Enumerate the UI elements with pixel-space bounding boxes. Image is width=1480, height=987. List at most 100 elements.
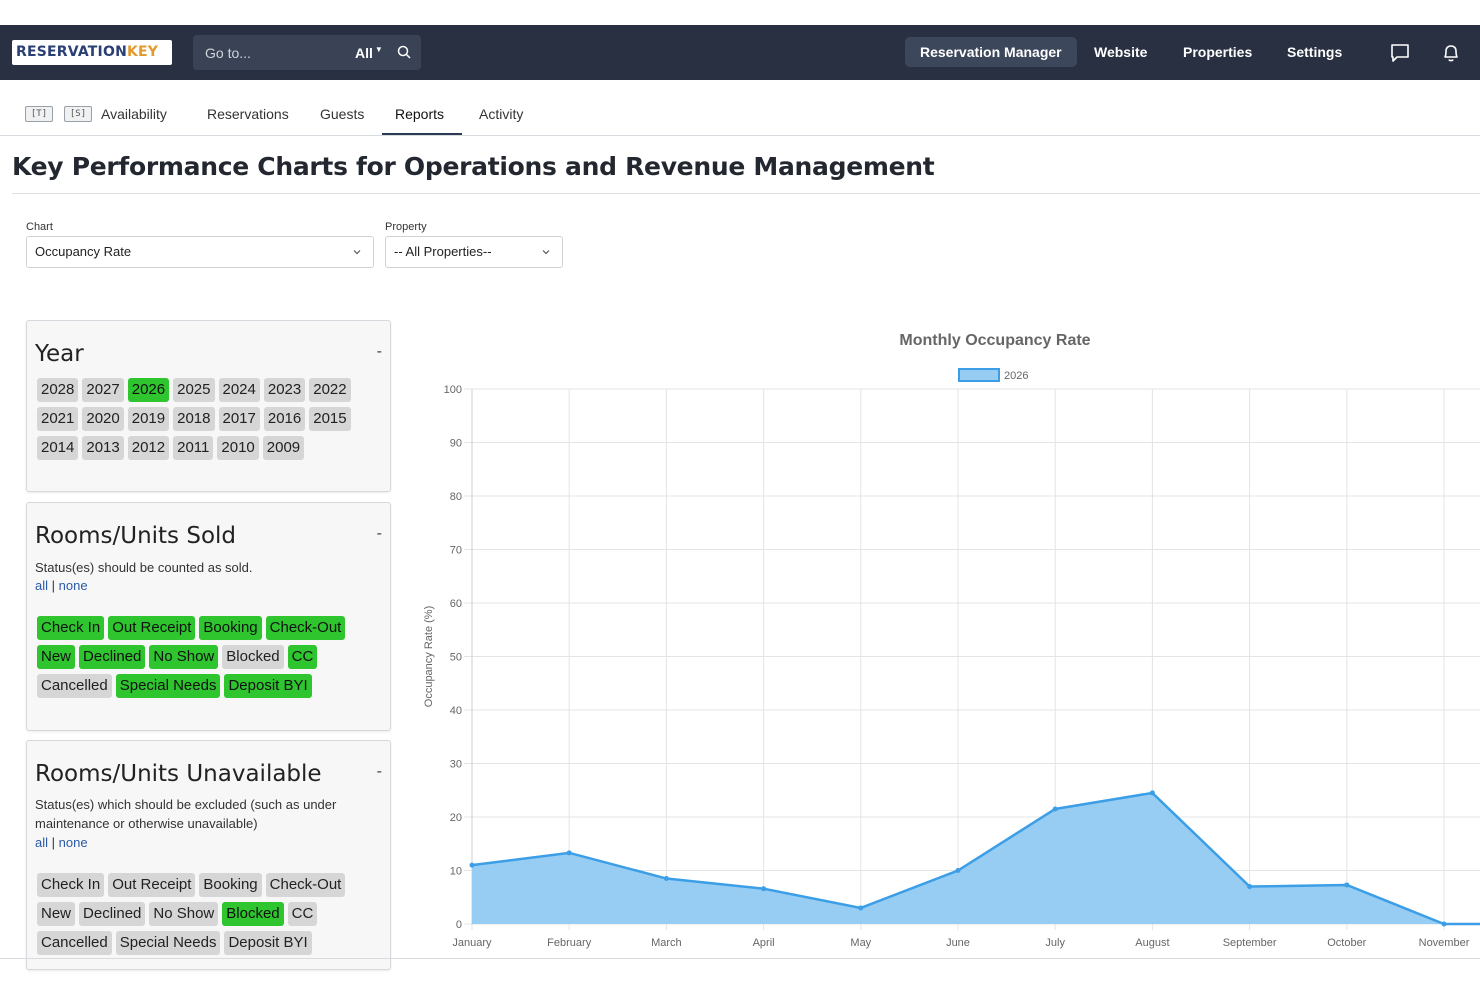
caret-down-icon: ▼ [374, 45, 383, 54]
data-point-july [1052, 806, 1058, 812]
y-tick-label: 30 [450, 759, 462, 771]
year-panel-collapse-button[interactable]: - [376, 343, 382, 360]
select-all-link[interactable]: all [35, 835, 49, 850]
search-scope-dropdown[interactable]: All ▼ [355, 45, 383, 61]
year-chip-2013[interactable]: 2013 [82, 436, 124, 460]
select-none-link[interactable]: none [58, 578, 88, 593]
data-point-october [1344, 882, 1350, 888]
top-navbar: RESERVATIONKEY Go to... All ▼ Reservation… [0, 25, 1480, 80]
year-chip-2015[interactable]: 2015 [309, 407, 351, 431]
select-none-link[interactable]: none [58, 835, 88, 850]
x-tick-label: November [1419, 937, 1470, 949]
x-tick-label: July [1045, 937, 1065, 949]
sold-status-chip-booking[interactable]: Booking [199, 616, 262, 640]
unavailable-status-chip-special-needs[interactable]: Special Needs [115, 931, 221, 955]
year-chip-2026[interactable]: 2026 [127, 378, 170, 402]
unavailable-status-chip-blocked[interactable]: Blocked [222, 902, 284, 926]
year-chip-2010[interactable]: 2010 [217, 436, 259, 460]
year-chip-2027[interactable]: 2027 [82, 378, 124, 402]
data-point-june [955, 868, 961, 873]
y-tick-label: 0 [456, 919, 462, 931]
sold-status-chip-declined[interactable]: Declined [79, 645, 146, 669]
year-chip-list: 2028 2027 2026 2025 2024 2023 2022 2021 2020 2019… [37, 378, 387, 460]
divider [12, 193, 1480, 194]
property-select[interactable]: -- All Properties-- [385, 236, 563, 268]
select-all-link[interactable]: all [35, 578, 49, 593]
sold-status-chip-blocked[interactable]: Blocked [222, 645, 284, 669]
unavailable-status-chip-no-show[interactable]: No Show [149, 902, 219, 926]
x-tick-label: May [850, 937, 871, 949]
sold-status-chip-cancelled[interactable]: Cancelled [37, 674, 112, 698]
chat-icon[interactable] [1389, 42, 1411, 64]
sold-status-chip-cc[interactable]: CC [287, 645, 318, 669]
search-icon[interactable] [397, 45, 411, 59]
year-chip-2012[interactable]: 2012 [127, 436, 170, 460]
sold-status-chip-out-receipt[interactable]: Out Receipt [108, 616, 196, 640]
unavailable-status-chip-cancelled[interactable]: Cancelled [37, 931, 112, 955]
x-tick-label: October [1327, 937, 1366, 949]
data-point-march [663, 876, 669, 882]
sold-status-chip-special-needs[interactable]: Special Needs [115, 674, 221, 698]
goto-search-box[interactable]: Go to... All ▼ [193, 35, 421, 70]
chart-select[interactable]: Occupancy Rate [26, 236, 374, 268]
chart-select-label: Chart [26, 221, 53, 233]
tag-t-button[interactable]: [T] [25, 106, 53, 122]
nav-website[interactable]: Website [1094, 44, 1148, 60]
unavailable-status-chip-declined[interactable]: Declined [79, 902, 146, 926]
rooms-unavailable-panel: Rooms/Units Unavailable - Status(es) whi… [26, 740, 391, 970]
unavailable-status-chip-check-out[interactable]: Check-Out [265, 873, 346, 897]
year-chip-2024[interactable]: 2024 [218, 378, 260, 402]
nav-settings[interactable]: Settings [1287, 44, 1343, 60]
year-chip-2022[interactable]: 2022 [309, 378, 351, 402]
chevron-down-icon [542, 250, 550, 255]
sold-status-chip-check-out[interactable]: Check-Out [265, 616, 346, 640]
unavailable-status-chip-out-receipt[interactable]: Out Receipt [108, 873, 196, 897]
sold-status-chip-deposit-byi[interactable]: Deposit BYI [224, 674, 312, 698]
year-chip-2028[interactable]: 2028 [37, 378, 79, 402]
x-tick-label: August [1135, 937, 1169, 949]
tab-guests[interactable]: Guests [320, 106, 365, 122]
unavailable-status-chip-deposit-byi[interactable]: Deposit BYI [224, 931, 312, 955]
tab-reservations[interactable]: Reservations [207, 106, 289, 122]
year-panel: Year - 2028 2027 2026 2025 2024 2023 2022 2021 2… [26, 320, 391, 492]
year-chip-2018[interactable]: 2018 [173, 407, 215, 431]
nav-properties[interactable]: Properties [1183, 44, 1253, 60]
bell-icon[interactable] [1440, 42, 1462, 64]
sold-status-chip-new[interactable]: New [37, 645, 76, 669]
unavailable-status-chip-check-in[interactable]: Check In [37, 873, 105, 897]
nav-reservation-manager[interactable]: Reservation Manager [905, 37, 1077, 67]
y-tick-label: 50 [450, 652, 462, 664]
y-axis-label: Occupancy Rate (%) [423, 606, 435, 707]
unavailable-status-chip-new[interactable]: New [37, 902, 76, 926]
year-chip-2020[interactable]: 2020 [82, 407, 124, 431]
rooms-sold-collapse-button[interactable]: - [376, 525, 382, 542]
x-tick-label: January [452, 937, 492, 949]
year-chip-2019[interactable]: 2019 [127, 407, 170, 431]
rooms-unavailable-status-list: Check In Out Receipt Booking Check-Out New De… [37, 873, 377, 955]
year-chip-2009[interactable]: 2009 [262, 436, 305, 460]
chart-select-value: Occupancy Rate [35, 244, 132, 259]
sold-status-chip-no-show[interactable]: No Show [149, 645, 219, 669]
chart-title: Monthly Occupancy Rate [899, 332, 1090, 349]
year-chip-2023[interactable]: 2023 [263, 378, 306, 402]
sold-status-chip-check-in[interactable]: Check In [37, 616, 105, 640]
year-chip-2017[interactable]: 2017 [218, 407, 260, 431]
chevron-down-icon [353, 250, 361, 255]
year-chip-2021[interactable]: 2021 [37, 407, 79, 431]
tag-s-button[interactable]: [S] [64, 106, 92, 122]
legend-label: 2026 [1004, 370, 1028, 382]
tab-reports[interactable]: Reports [395, 106, 445, 122]
search-input[interactable]: Go to... [205, 45, 251, 61]
rooms-unavailable-collapse-button[interactable]: - [376, 763, 382, 780]
x-tick-label: February [547, 937, 592, 949]
year-chip-2016[interactable]: 2016 [263, 407, 306, 431]
tab-activity[interactable]: Activity [479, 106, 524, 122]
year-chip-2011[interactable]: 2011 [173, 436, 214, 460]
unavailable-status-chip-cc[interactable]: CC [287, 902, 318, 926]
year-chip-2025[interactable]: 2025 [173, 378, 215, 402]
rooms-sold-panel-title: Rooms/Units Sold [35, 523, 237, 549]
tab-availability[interactable]: Availability [101, 106, 167, 122]
unavailable-status-chip-booking[interactable]: Booking [199, 873, 262, 897]
reservationkey-logo[interactable]: RESERVATIONKEY [12, 40, 172, 65]
year-chip-2014[interactable]: 2014 [37, 436, 79, 460]
